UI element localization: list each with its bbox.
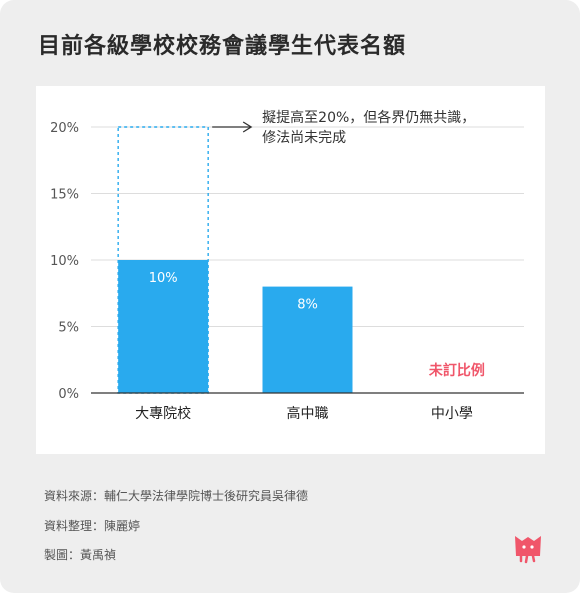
bar-chart: 0% 5% 10% 15% 20% 擬提高至20%，但各界仍無共識， 修法尚未完成 10% 大專… xyxy=(50,109,524,422)
y-tick-label: 20% xyxy=(50,121,79,136)
bar-value-label: 8% xyxy=(297,298,318,313)
pink-mascot-icon xyxy=(515,536,541,564)
y-tick-label: 10% xyxy=(50,254,79,269)
annotation-text: 修法尚未完成 xyxy=(262,130,346,146)
x-tick-label: 高中職 xyxy=(287,405,329,422)
x-tick-label: 中小學 xyxy=(431,406,473,422)
missing-data-label: 未訂比例 xyxy=(429,362,485,379)
organizer-credit: 資料整理：陳麗婷 xyxy=(44,519,141,533)
source-credit: 資料來源：輔仁大學法律學院博士後研究員吳律德 xyxy=(44,489,309,503)
y-tick-label: 5% xyxy=(58,321,79,336)
bar-value-label: 10% xyxy=(149,271,178,286)
bar xyxy=(118,260,209,393)
bar xyxy=(262,286,353,393)
y-tick-label: 0% xyxy=(58,387,79,402)
annotation-text: 擬提高至20%，但各界仍無共識， xyxy=(262,109,475,126)
y-tick-label: 15% xyxy=(50,188,79,203)
chart-title: 目前各級學校校務會議學生代表名額 xyxy=(38,34,407,59)
x-tick-label: 大專院校 xyxy=(135,405,191,422)
plot-area: 0% 5% 10% 15% 20% 擬提高至20%，但各界仍無共識， 修法尚未完成 10% 大專… xyxy=(36,86,545,454)
designer-credit: 製圖：黃禹禎 xyxy=(44,548,117,562)
annotation-arrow-head xyxy=(242,121,253,133)
